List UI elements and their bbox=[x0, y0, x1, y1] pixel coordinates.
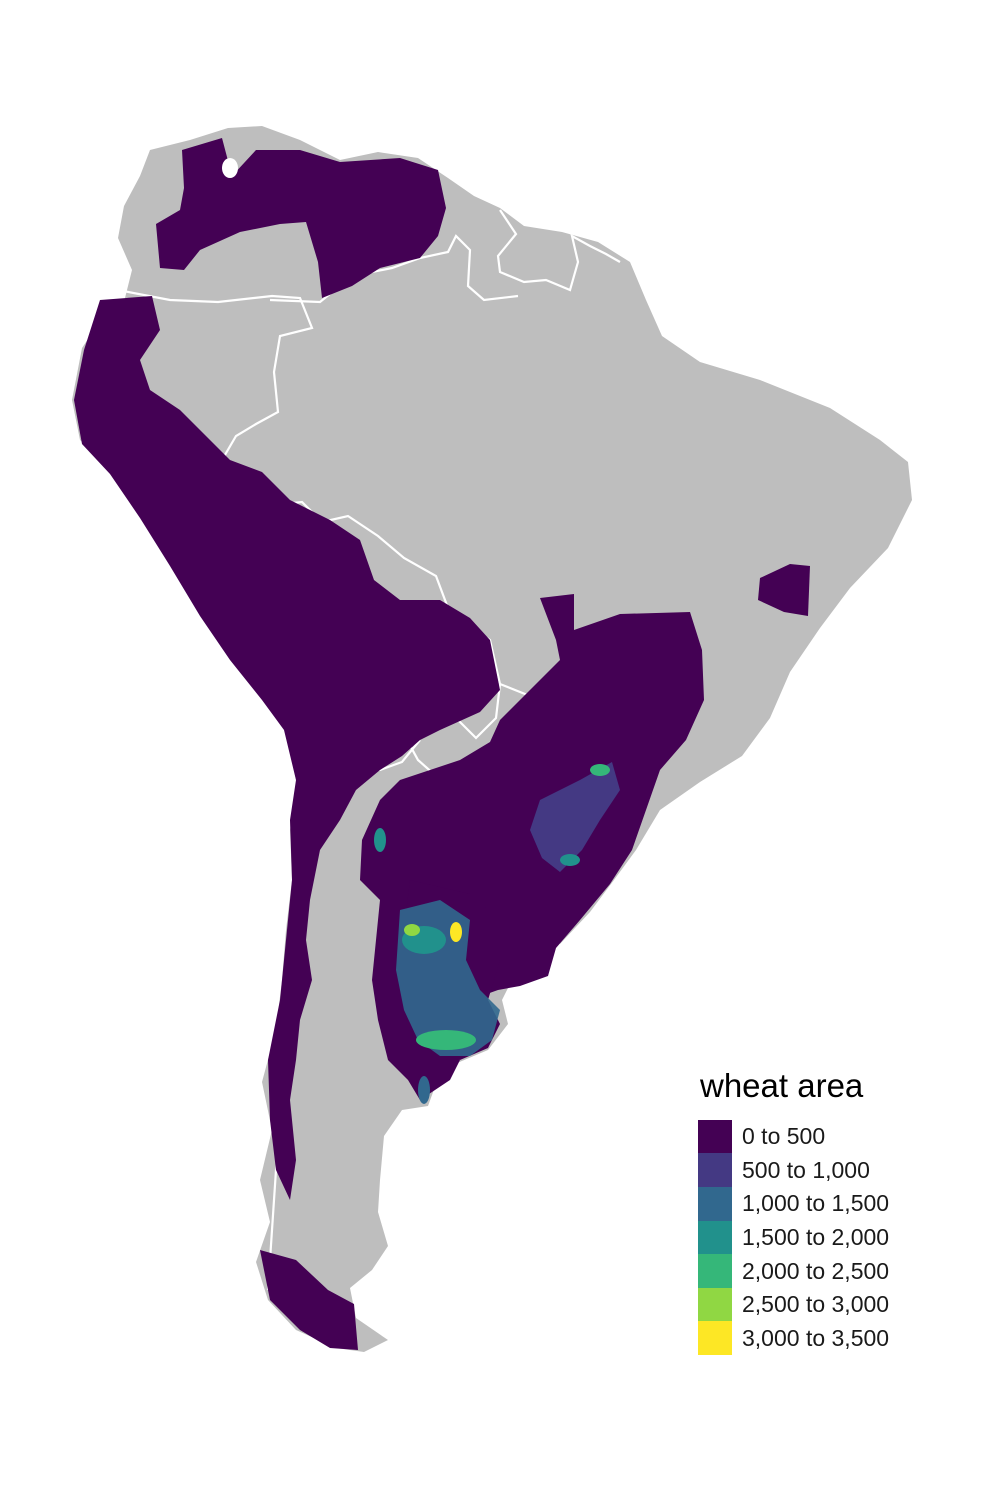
legend-label: 500 to 1,000 bbox=[742, 1156, 870, 1183]
legend-swatch bbox=[698, 1321, 732, 1356]
legend-item: 1,500 to 2,000 bbox=[698, 1220, 890, 1255]
legend-swatch bbox=[698, 1153, 732, 1188]
legend-item: 3,000 to 3,500 bbox=[698, 1321, 890, 1356]
legend-label: 3,000 to 3,500 bbox=[742, 1324, 890, 1351]
map-legend: wheat area 0 to 500 500 to 1,000 1,000 t… bbox=[698, 1066, 890, 1356]
wheat-high-patches bbox=[374, 762, 620, 1104]
legend-item: 2,500 to 3,000 bbox=[698, 1287, 890, 1322]
legend-item: 0 to 500 bbox=[698, 1119, 889, 1154]
legend-label: 2,000 to 2,500 bbox=[742, 1257, 890, 1284]
legend-swatch bbox=[698, 1254, 732, 1289]
legend-swatch bbox=[698, 1119, 732, 1154]
legend-label: 1,000 to 1,500 bbox=[742, 1190, 890, 1217]
legend-item: 2,000 to 2,500 bbox=[698, 1254, 890, 1289]
lake-maracaibo bbox=[222, 158, 238, 178]
legend-label: 0 to 500 bbox=[742, 1123, 826, 1150]
legend-label: 1,500 to 2,000 bbox=[742, 1224, 890, 1251]
legend-title: wheat area bbox=[700, 1067, 864, 1104]
legend-label: 2,500 to 3,000 bbox=[742, 1291, 890, 1318]
legend-item: 1,000 to 1,500 bbox=[698, 1186, 890, 1221]
legend-swatch bbox=[698, 1186, 732, 1221]
legend-item: 500 to 1,000 bbox=[698, 1153, 889, 1188]
legend-swatch bbox=[698, 1287, 732, 1322]
legend-swatch bbox=[698, 1220, 732, 1255]
